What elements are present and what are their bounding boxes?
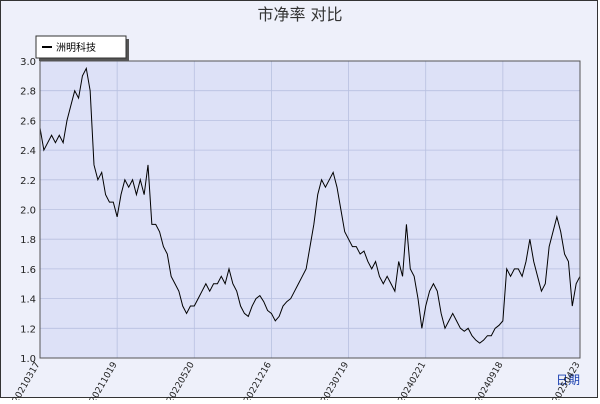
x-axis-label: 日期 (556, 373, 580, 387)
legend-label: 洲明科技 (56, 41, 96, 54)
y-tick-label: 2.8 (20, 87, 36, 98)
y-tick-label: 3.0 (20, 57, 36, 68)
y-tick-label: 1.4 (20, 295, 36, 306)
chart-title: 市净率 对比 (257, 5, 342, 24)
legend-box (35, 35, 127, 59)
y-tick-label: 2.6 (20, 116, 36, 127)
y-tick-label: 2.4 (20, 146, 36, 157)
y-tick-label: 1.8 (20, 235, 36, 246)
y-tick-label: 1.2 (20, 324, 36, 335)
plot-border (39, 60, 581, 359)
y-tick-label: 1.6 (20, 265, 36, 276)
line (39, 66, 581, 344)
y-tick-label: 1.0 (20, 354, 36, 365)
y-tick-label: 2.0 (20, 206, 36, 217)
y-tick-label: 2.2 (20, 176, 36, 187)
